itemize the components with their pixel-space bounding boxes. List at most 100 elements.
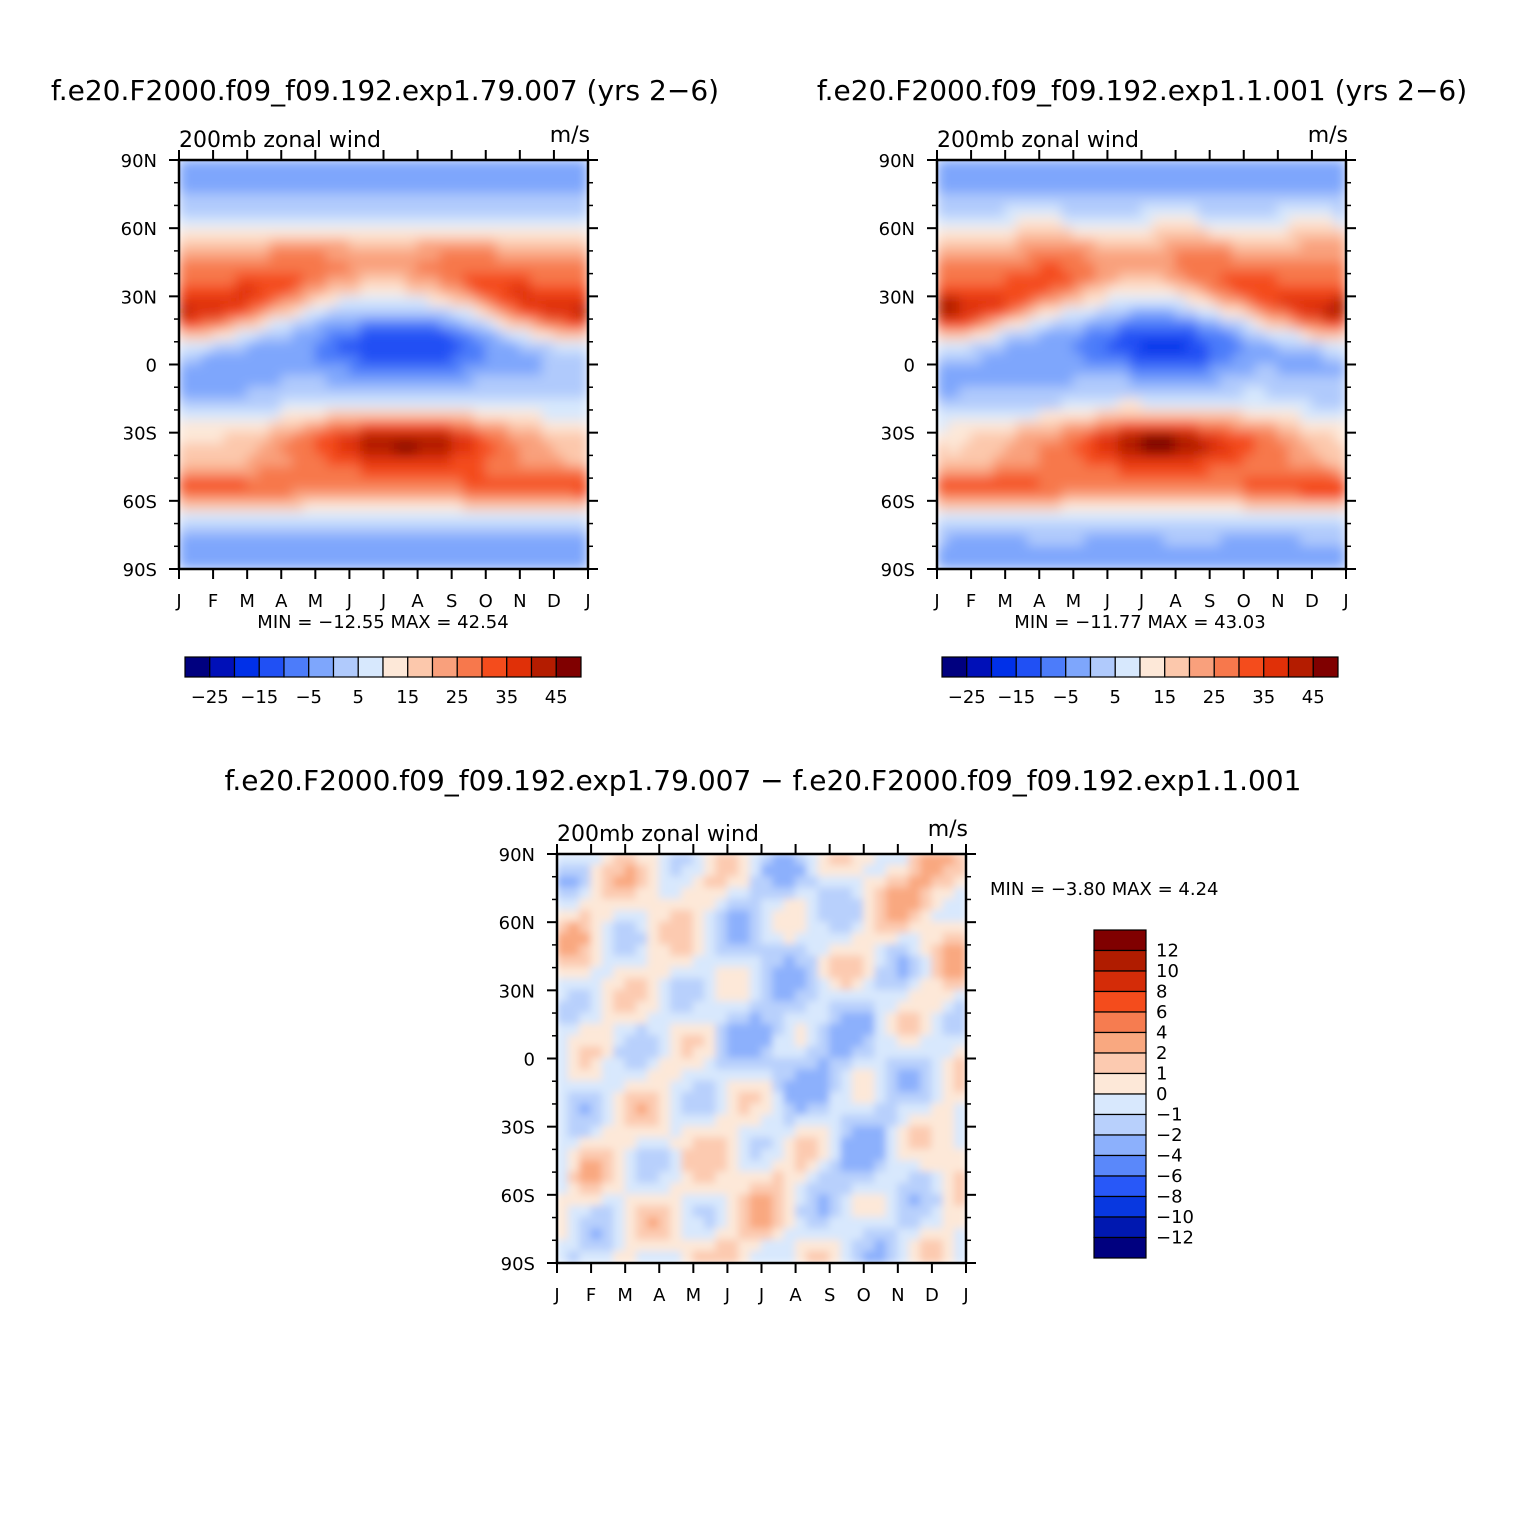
field-cell [337,466,351,479]
field-cell [1106,329,1120,343]
field-cell [557,910,569,923]
field-cell [851,1080,865,1094]
field-cell [451,375,464,388]
colorbar-swatch [1093,1175,1147,1198]
field-cell [371,363,385,377]
field-cell [576,261,588,275]
field-cell [947,341,961,354]
field-cell [212,534,226,547]
field-cell [189,307,203,320]
field-cell [485,295,498,309]
field-cell [541,545,555,559]
field-cell [1118,545,1131,559]
field-cell [371,227,385,241]
field-cell [496,409,510,422]
colorbar-swatch [481,656,508,678]
field-cell [1084,160,1097,172]
field-cell [567,1057,581,1071]
field-cell [1311,488,1324,502]
field-cell [1254,295,1268,309]
field-cell [692,1160,706,1173]
field-cell [564,250,578,263]
field-cell [1152,534,1165,547]
field-cell [428,307,441,320]
field-cell [738,1228,751,1241]
field-cell [485,545,498,559]
field-cell [1152,204,1165,218]
field-cell [704,1057,717,1071]
field-cell [212,443,226,456]
field-cell [1174,193,1188,207]
field-cell [1163,216,1177,229]
field-cell [428,375,441,388]
field-cell [840,1182,853,1196]
field-cell [981,295,995,309]
field-cell [189,341,203,354]
field-cell [428,363,441,377]
field-cell [292,466,305,479]
field-cell [1231,466,1245,479]
field-cell [1322,227,1336,241]
field-cell [772,1194,785,1207]
field-cell [303,261,316,275]
field-cell [681,1080,694,1094]
field-cell [579,989,592,1003]
field-cell [1186,454,1199,468]
field-cell [1038,352,1052,366]
field-cell [201,250,214,263]
field-cell [246,522,260,536]
field-cell [817,1148,831,1162]
field-cell [485,182,498,195]
field-cell [394,363,407,377]
field-cell [246,386,260,400]
colorbar-swatch [966,656,993,678]
field-cell [314,534,328,547]
field-cell [1027,227,1040,241]
field-cell [1334,193,1346,207]
field-cell [326,250,339,263]
field-cell [919,921,933,935]
field-cell [1277,227,1290,241]
field-cell [1095,238,1109,252]
field-cell [541,273,555,286]
field-cell [473,409,487,422]
field-cell [564,307,578,320]
field-cell [806,1228,819,1241]
field-cell [1334,182,1346,195]
field-cell [1061,477,1074,491]
field-cell [970,432,984,445]
field-cell [1311,160,1324,172]
field-cell [473,170,487,184]
colorbar-swatch [1065,656,1092,678]
field-cell [1265,386,1279,400]
field-cell [576,534,588,547]
field-cell [1231,522,1245,536]
field-cell [874,1069,888,1082]
field-cell [658,1103,672,1116]
field-cell [1084,204,1097,218]
field-cell [394,204,407,218]
field-cell [1118,329,1131,343]
field-cell [179,238,191,252]
field-cell [371,466,385,479]
field-cell [257,352,271,366]
field-cell [246,488,260,502]
field-cell [947,466,961,479]
field-cell [947,420,961,434]
field-cell [806,955,819,969]
field-cell [1254,432,1268,445]
field-cell [1243,397,1256,411]
field-cell [337,182,351,195]
field-cell [553,375,566,388]
field-cell [179,216,191,229]
field-cell [405,454,419,468]
panel-diff-field [557,854,966,1263]
field-cell [246,261,260,275]
field-cell [564,534,578,547]
field-cell [970,261,984,275]
field-cell [1050,511,1063,525]
field-cell [496,182,510,195]
field-cell [624,1012,638,1026]
field-cell [715,1239,729,1253]
field-cell [635,921,649,935]
